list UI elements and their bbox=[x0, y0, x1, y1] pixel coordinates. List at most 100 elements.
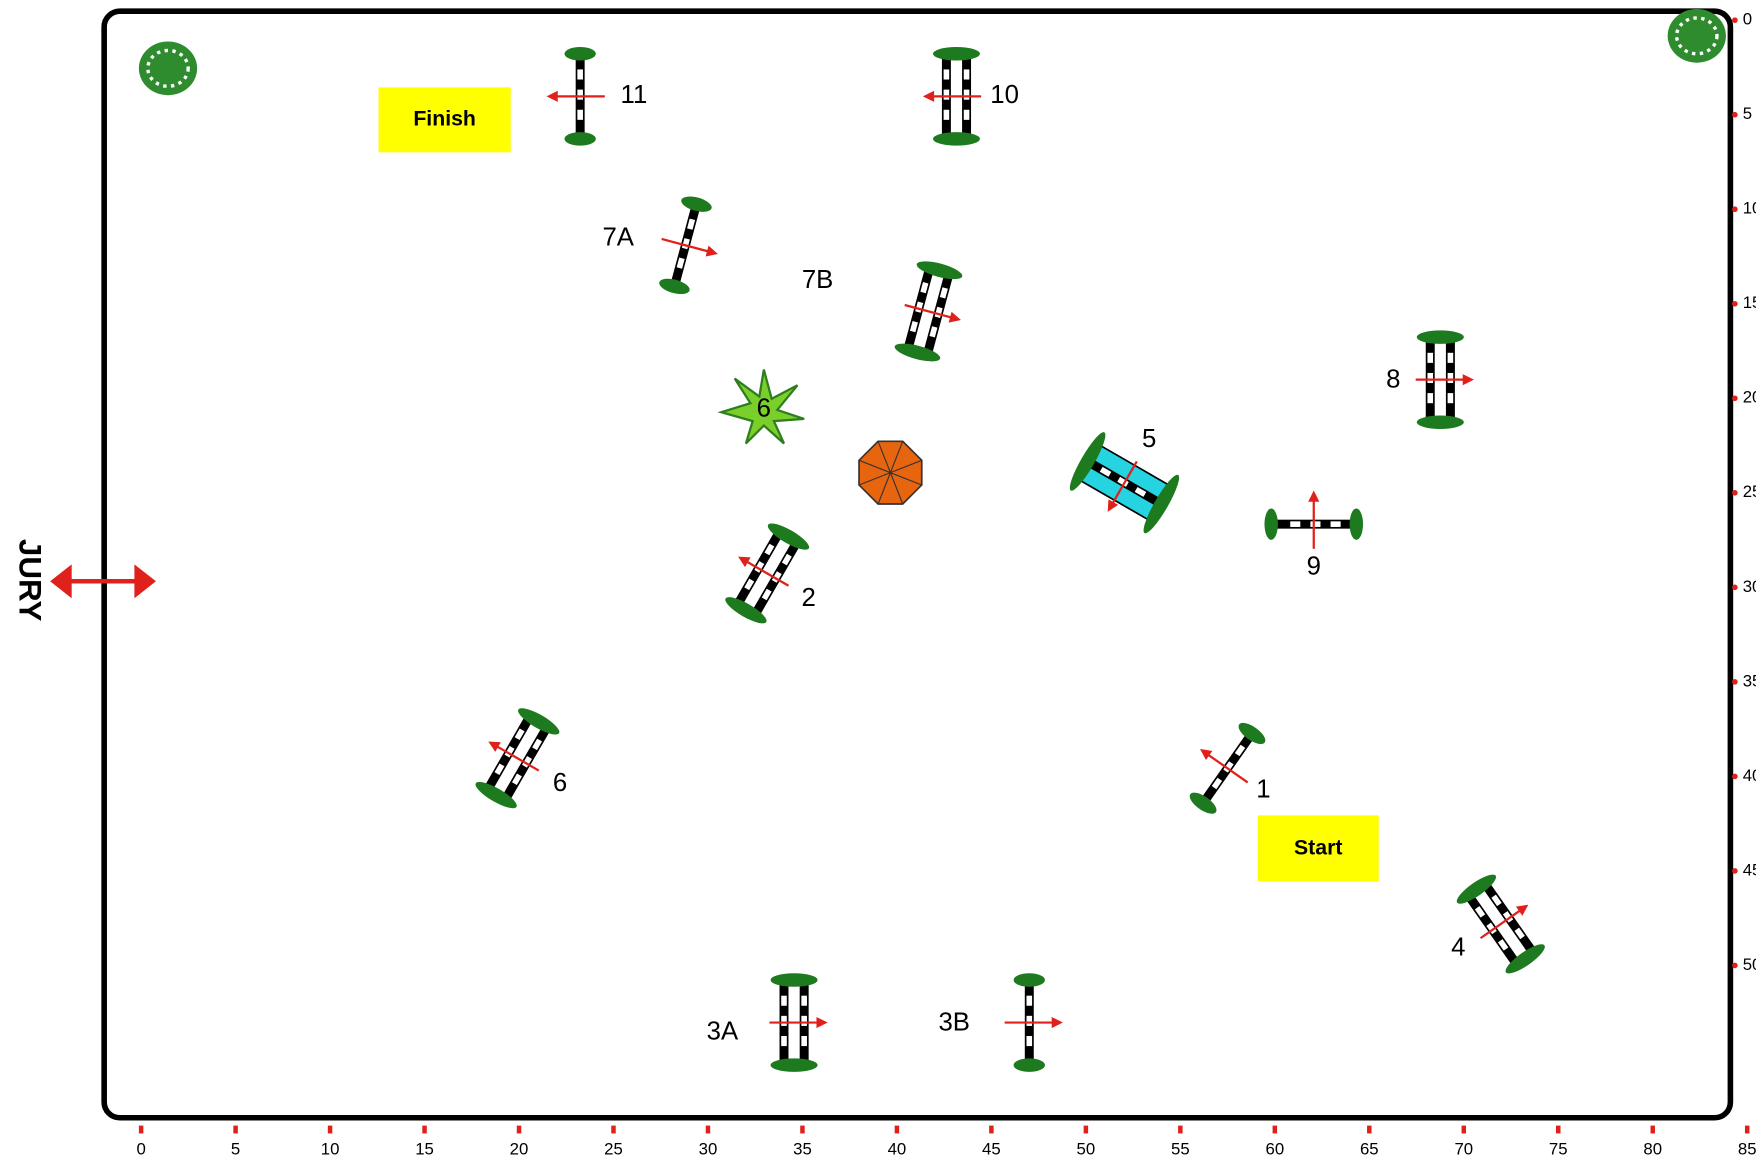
direction-arrowhead bbox=[488, 741, 501, 752]
plant-label: 6 bbox=[757, 395, 771, 423]
bush bbox=[138, 41, 198, 96]
obstacle-single bbox=[1004, 973, 1063, 1072]
direction-arrowhead bbox=[1051, 1016, 1063, 1029]
direction-arrow bbox=[743, 559, 790, 587]
obstacle-label: 4 bbox=[1451, 933, 1465, 961]
direction-arrowhead bbox=[1462, 374, 1474, 386]
obstacle-label: 11 bbox=[621, 81, 648, 109]
x-tick-label: 50 bbox=[1077, 1140, 1096, 1159]
direction-arrowhead bbox=[948, 311, 961, 323]
x-tick-label: 60 bbox=[1265, 1140, 1284, 1159]
obstacle-water bbox=[1069, 432, 1180, 534]
obstacle-single bbox=[1189, 722, 1266, 814]
x-tick-label: 10 bbox=[321, 1140, 340, 1159]
direction-arrowhead bbox=[546, 90, 558, 102]
x-tick-label: 55 bbox=[1171, 1140, 1190, 1159]
start-box bbox=[1257, 815, 1379, 882]
y-tick bbox=[1732, 395, 1738, 402]
y-tick bbox=[1732, 868, 1738, 874]
x-tick-label: 0 bbox=[136, 1140, 145, 1159]
obstacle-oxer bbox=[1456, 874, 1545, 974]
x-tick-label: 35 bbox=[793, 1140, 812, 1159]
direction-arrowhead bbox=[816, 1016, 828, 1029]
direction-arrowhead bbox=[738, 556, 751, 568]
x-tick-label: 75 bbox=[1549, 1140, 1568, 1159]
obstacle-label: 8 bbox=[1386, 366, 1400, 394]
x-tick-label: 65 bbox=[1360, 1140, 1379, 1159]
obstacle-oxer bbox=[1415, 330, 1474, 429]
obstacle-label: 6 bbox=[553, 769, 567, 797]
y-tick-label: 20 bbox=[1743, 388, 1756, 407]
direction-arrow bbox=[1204, 751, 1249, 784]
direction-arrowhead bbox=[1308, 490, 1320, 502]
y-tick-label: 45 bbox=[1743, 860, 1756, 879]
x-tick-label: 80 bbox=[1643, 1140, 1662, 1159]
obstacle-oxer bbox=[769, 973, 828, 1072]
direction-arrow bbox=[661, 237, 712, 254]
x-tick-label: 45 bbox=[982, 1140, 1001, 1159]
y-tick-label: 50 bbox=[1743, 955, 1756, 974]
direction-arrow bbox=[493, 743, 540, 772]
direction-arrowhead bbox=[1107, 499, 1119, 512]
finish-box bbox=[378, 87, 511, 153]
arena-border bbox=[101, 8, 1734, 1121]
obstacle-label: 1 bbox=[1256, 776, 1270, 804]
y-tick-label: 40 bbox=[1743, 766, 1756, 785]
umbrella bbox=[858, 440, 923, 505]
plant bbox=[717, 369, 805, 445]
obstacle-oxer bbox=[475, 708, 560, 809]
direction-arrowhead bbox=[1515, 904, 1529, 916]
y-tick-label: 0 bbox=[1743, 10, 1752, 29]
y-tick bbox=[1732, 206, 1738, 213]
jury-arrow bbox=[50, 564, 156, 599]
obstacle-label: 2 bbox=[801, 584, 815, 612]
direction-arrowhead bbox=[922, 90, 935, 102]
x-tick-label: 5 bbox=[231, 1140, 240, 1159]
obstacle-label: 10 bbox=[990, 81, 1019, 109]
y-tick bbox=[1732, 490, 1738, 496]
y-tick bbox=[1732, 773, 1738, 780]
obstacle-label: 7A bbox=[602, 223, 634, 251]
x-tick-label: 20 bbox=[510, 1140, 529, 1159]
obstacle-oxer bbox=[894, 261, 963, 362]
obstacle-single bbox=[659, 196, 718, 295]
x-tick-label: 30 bbox=[699, 1140, 718, 1159]
x-tick-label: 70 bbox=[1454, 1140, 1473, 1159]
jury-label: JURY bbox=[13, 539, 48, 622]
obstacle-oxer bbox=[725, 523, 810, 624]
direction-arrow bbox=[1479, 907, 1524, 940]
y-tick bbox=[1732, 111, 1738, 118]
x-tick-label: 85 bbox=[1738, 1140, 1756, 1159]
course: JURY Finish Start 6 0 5 10 15 20 25 30 35 40 45 50… bbox=[13, 8, 1756, 1159]
obstacle-single bbox=[546, 47, 605, 146]
obstacle-oxer bbox=[922, 47, 982, 146]
start-label: Start bbox=[1294, 836, 1342, 860]
y-tick bbox=[1732, 17, 1738, 23]
bush bbox=[1667, 8, 1726, 63]
y-tick bbox=[1732, 679, 1738, 685]
y-tick-label: 35 bbox=[1743, 671, 1756, 690]
y-tick-label: 5 bbox=[1743, 104, 1752, 123]
y-tick-label: 15 bbox=[1743, 293, 1756, 312]
y-tick-label: 10 bbox=[1743, 199, 1756, 218]
direction-arrowhead bbox=[1199, 749, 1213, 761]
x-tick-label: 40 bbox=[888, 1140, 907, 1159]
y-tick-label: 30 bbox=[1743, 577, 1756, 596]
x-tick-label: 25 bbox=[604, 1140, 623, 1159]
direction-arrow bbox=[1110, 460, 1138, 507]
obstacle-label: 9 bbox=[1307, 553, 1321, 581]
x-tick-label: 15 bbox=[415, 1140, 434, 1159]
direction-arrowhead bbox=[705, 245, 718, 257]
y-tick bbox=[1732, 962, 1738, 969]
obstacle-label: 3B bbox=[938, 1008, 970, 1036]
finish-label: Finish bbox=[413, 106, 476, 130]
y-tick-label: 25 bbox=[1743, 482, 1756, 501]
obstacle-label: 5 bbox=[1142, 425, 1156, 453]
obstacle-label: 7B bbox=[802, 266, 834, 294]
y-tick bbox=[1732, 300, 1738, 307]
y-tick bbox=[1732, 584, 1738, 591]
direction-arrow bbox=[904, 303, 955, 320]
obstacle-label: 3A bbox=[707, 1017, 739, 1045]
obstacle-single bbox=[1264, 490, 1364, 549]
